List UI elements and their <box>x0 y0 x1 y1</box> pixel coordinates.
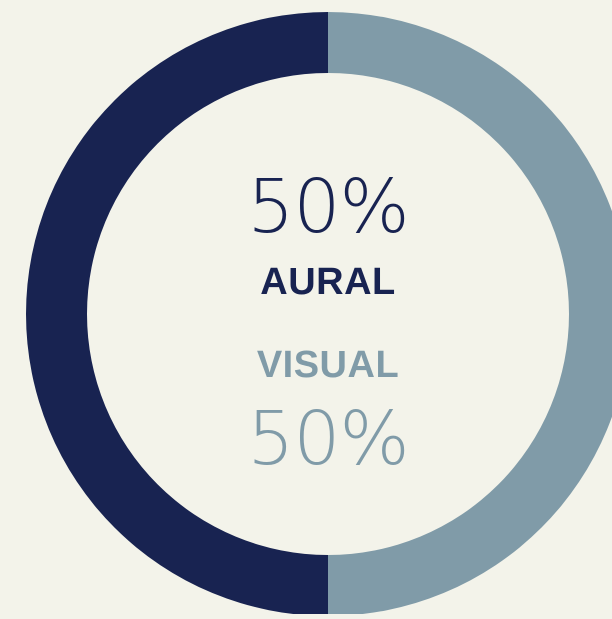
donut-slice-aural <box>26 12 328 616</box>
visual-percent-label: 50% <box>247 396 409 482</box>
aural-category-label: AURAL <box>260 261 396 303</box>
visual-category-label: VISUAL <box>256 344 400 386</box>
donut-slice-visual <box>328 12 612 616</box>
aural-percent-label: 50% <box>247 164 409 250</box>
